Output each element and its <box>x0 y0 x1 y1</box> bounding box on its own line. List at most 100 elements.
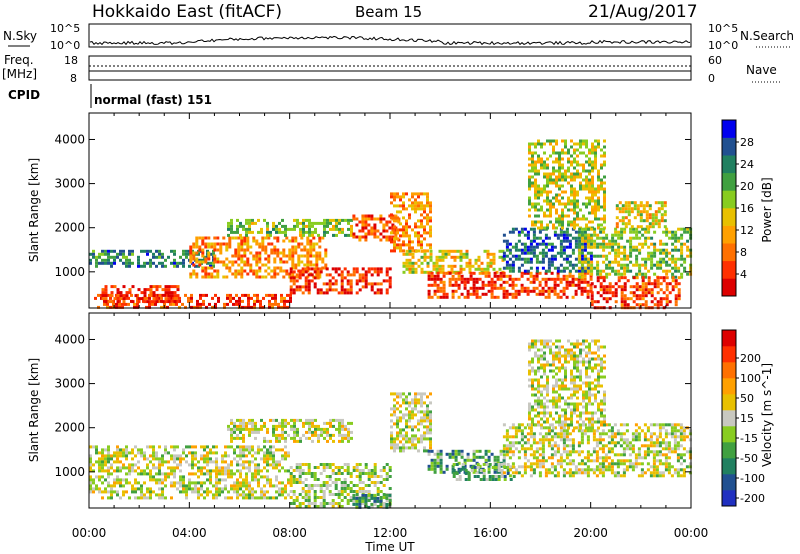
range-cell <box>202 302 205 306</box>
range-cell <box>659 288 663 292</box>
range-cell <box>438 264 442 268</box>
range-cell <box>594 145 597 149</box>
range-cell <box>251 221 254 225</box>
range-cell <box>379 220 383 224</box>
range-cell <box>122 294 126 298</box>
range-cell <box>561 166 564 170</box>
range-cell <box>188 481 191 485</box>
range-cell <box>677 294 681 298</box>
range-cell <box>589 274 593 278</box>
range-cell <box>206 454 209 458</box>
range-cell <box>155 288 159 292</box>
range-cell <box>364 235 368 239</box>
range-cell <box>438 258 442 262</box>
range-cell <box>310 502 314 505</box>
range-cell <box>571 251 575 255</box>
range-cell <box>301 496 305 499</box>
range-cell <box>352 235 356 239</box>
range-cell <box>284 430 287 434</box>
range-cell <box>618 210 622 214</box>
range-cell <box>617 233 621 237</box>
range-cell <box>266 451 269 455</box>
range-cell <box>110 496 113 500</box>
range-cell <box>266 475 269 479</box>
range-cell <box>239 427 242 431</box>
range-cell <box>528 178 531 182</box>
range-cell <box>338 418 341 422</box>
range-cell <box>390 201 393 205</box>
range-cell <box>237 242 241 246</box>
range-cell <box>148 296 151 300</box>
range-cell <box>436 289 440 293</box>
range-cell <box>622 462 626 466</box>
range-cell <box>257 448 260 452</box>
range-cell <box>89 261 92 265</box>
range-cell <box>529 435 533 439</box>
range-cell <box>149 472 152 476</box>
range-cell <box>452 472 456 475</box>
range-cell <box>420 395 423 399</box>
range-cell <box>235 293 238 297</box>
range-cell <box>577 236 581 240</box>
range-cell <box>347 421 350 425</box>
range-cell <box>614 300 618 304</box>
range-cell <box>240 242 244 246</box>
range-cell <box>248 493 251 497</box>
range-cell <box>263 496 266 500</box>
range-cell <box>284 227 287 231</box>
range-cell <box>502 286 506 290</box>
range-cell <box>574 263 578 267</box>
range-cell <box>624 216 628 220</box>
range-cell <box>411 255 415 259</box>
range-cell <box>314 230 317 234</box>
range-cell <box>665 260 669 264</box>
range-cell <box>429 422 432 426</box>
range-cell <box>405 440 408 444</box>
range-cell <box>597 139 600 143</box>
range-cell <box>203 466 206 470</box>
range-cell <box>454 452 458 456</box>
range-cell <box>393 192 396 196</box>
range-cell <box>215 472 218 476</box>
range-cell <box>393 225 396 229</box>
range-cell <box>580 257 584 261</box>
range-cell <box>107 300 111 304</box>
range-cell <box>161 463 164 467</box>
range-cell <box>236 484 239 488</box>
range-cell <box>537 184 540 188</box>
range-cell <box>285 269 289 273</box>
range-cell <box>559 248 563 252</box>
range-cell <box>614 248 618 252</box>
range-cell <box>326 421 329 425</box>
range-cell <box>224 466 227 470</box>
range-cell <box>390 240 393 244</box>
range-cell <box>567 199 570 203</box>
range-cell <box>291 251 295 255</box>
range-cell <box>149 478 152 482</box>
range-cell <box>573 193 576 197</box>
range-cell <box>476 463 480 466</box>
range-cell <box>549 142 552 146</box>
range-cell <box>580 459 584 463</box>
range-cell <box>660 207 664 211</box>
range-cell <box>665 303 669 307</box>
range-cell <box>546 175 549 179</box>
range-cell <box>266 439 269 443</box>
range-cell <box>463 461 467 465</box>
range-cell <box>293 436 296 440</box>
range-cell <box>564 151 567 155</box>
range-cell <box>565 227 569 231</box>
range-cell <box>101 448 104 452</box>
range-cell <box>600 154 603 158</box>
range-cell <box>325 481 329 484</box>
range-cell <box>221 454 224 458</box>
range-cell <box>307 490 311 493</box>
range-cell <box>408 198 411 202</box>
range-cell <box>433 458 437 462</box>
range-cell <box>385 267 389 271</box>
range-cell <box>103 302 106 306</box>
range-cell <box>257 463 260 467</box>
range-cell <box>310 279 314 283</box>
range-cell <box>257 496 260 500</box>
range-cell <box>396 195 399 199</box>
